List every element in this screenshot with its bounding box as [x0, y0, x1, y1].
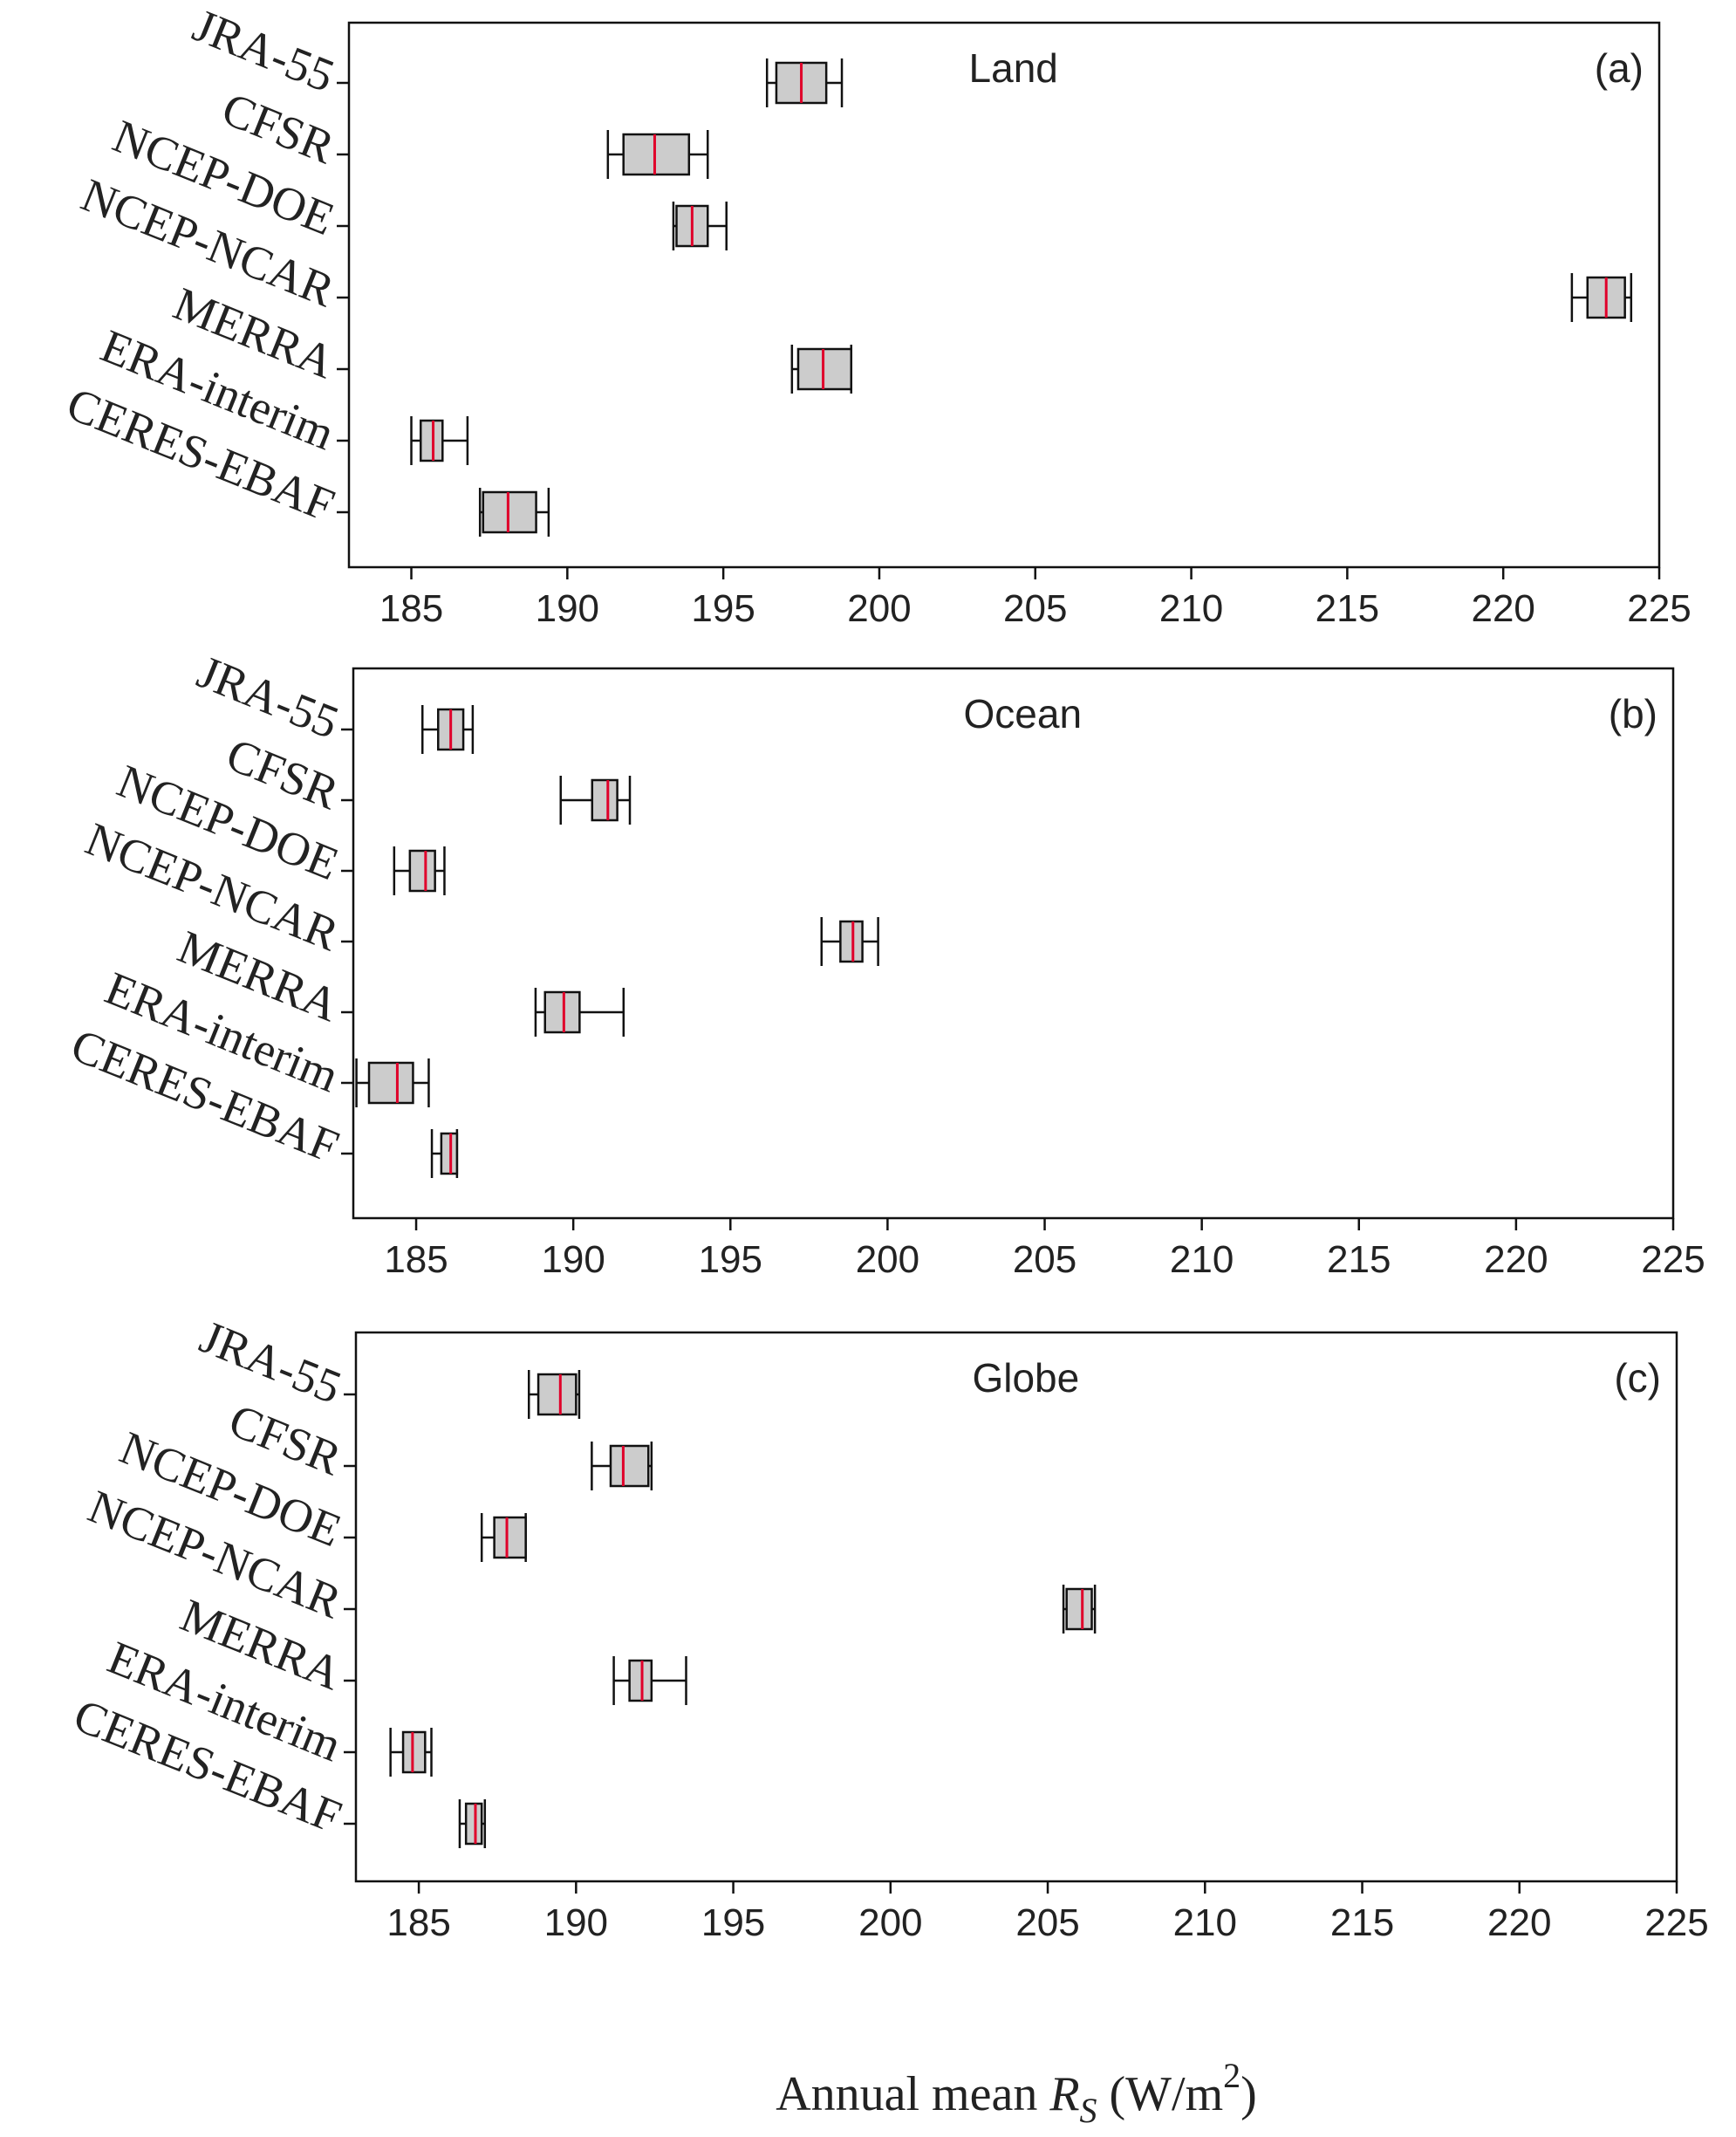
x-tick-label: 225 [1627, 587, 1691, 630]
panel-letter: (c) [1614, 1355, 1661, 1401]
box-iqr [408, 849, 436, 893]
x-tick-label: 205 [1015, 1901, 1079, 1944]
box-iqr [543, 990, 581, 1034]
x-axis-label-symbol: R [1049, 2067, 1079, 2121]
x-tick-label: 195 [691, 587, 755, 630]
x-tick-label: 190 [544, 1901, 608, 1944]
panel-title: Globe [972, 1355, 1079, 1401]
box-iqr [537, 1373, 578, 1416]
y-category-label: JRA-55 [193, 1311, 348, 1414]
x-tick-label: 195 [699, 1238, 762, 1281]
x-tick-label: 205 [1013, 1238, 1076, 1281]
x-tick-label: 205 [1003, 587, 1067, 630]
y-category-label: JRA-55 [186, 0, 341, 102]
box-iqr [401, 1730, 427, 1774]
panel-letter: (a) [1595, 45, 1644, 91]
x-tick-label: 215 [1316, 587, 1379, 630]
box-iqr [367, 1061, 414, 1105]
plot-frame [354, 1331, 1678, 1883]
x-axis-label-prefix: Annual mean [776, 2067, 1049, 2121]
panel-globe: Globe (c) 185 190 195 200 205 210 215 220 225 JRA-5… [67, 1311, 1709, 1944]
box-iqr [482, 490, 537, 534]
box-iqr [591, 778, 619, 822]
x-tick-label: 200 [847, 587, 911, 630]
x-tick-label: 185 [379, 587, 443, 630]
x-axis-label-unit-close: ) [1240, 2067, 1257, 2121]
box-iqr [464, 1802, 483, 1846]
box-iqr [493, 1516, 527, 1559]
x-tick-label: 185 [384, 1238, 448, 1281]
x-axis-label-subscript: S [1080, 2091, 1097, 2130]
box-iqr [622, 133, 691, 176]
x-tick-label: 215 [1327, 1238, 1391, 1281]
box-iqr [420, 419, 444, 462]
x-tick-label: 190 [536, 587, 599, 630]
x-tick-label: 195 [701, 1901, 765, 1944]
box-iqr [440, 1132, 459, 1175]
panel-title: Land [969, 45, 1058, 91]
box-iqr [609, 1444, 650, 1488]
x-tick-label: 200 [856, 1238, 919, 1281]
x-tick-label: 210 [1173, 1901, 1237, 1944]
x-tick-label: 190 [541, 1238, 605, 1281]
panel-land: Land (a) 185 190 195 200 205 210 215 220 225 JRA-55… [60, 0, 1692, 630]
x-tick-label: 200 [858, 1901, 922, 1944]
x-tick-label: 220 [1487, 1901, 1551, 1944]
x-tick-label: 215 [1330, 1901, 1394, 1944]
x-tick-label: 210 [1159, 587, 1223, 630]
panel-letter: (b) [1609, 691, 1657, 736]
box-iqr [796, 347, 853, 391]
x-axis-label-superscript: 2 [1223, 2056, 1240, 2095]
plot-frame [352, 667, 1675, 1220]
box-iqr [628, 1659, 653, 1702]
plot-frame [347, 21, 1661, 569]
x-tick-label: 220 [1484, 1238, 1548, 1281]
x-tick-label: 185 [386, 1901, 450, 1944]
x-axis-label-unit: (W/m [1097, 2067, 1224, 2121]
y-category-label: JRA-55 [190, 646, 345, 750]
panel-ocean: Ocean (b) 185 190 195 200 205 210 215 220 225 JRA-5… [65, 646, 1705, 1281]
box-iqr [1065, 1587, 1093, 1631]
box-iqr [839, 920, 864, 963]
x-tick-label: 210 [1170, 1238, 1234, 1281]
x-tick-label: 220 [1471, 587, 1534, 630]
panel-title: Ocean [964, 691, 1083, 736]
x-tick-label: 225 [1641, 1238, 1705, 1281]
x-tick-label: 225 [1644, 1901, 1708, 1944]
x-axis-label: Annual mean RS (W/m2) [776, 2056, 1257, 2130]
